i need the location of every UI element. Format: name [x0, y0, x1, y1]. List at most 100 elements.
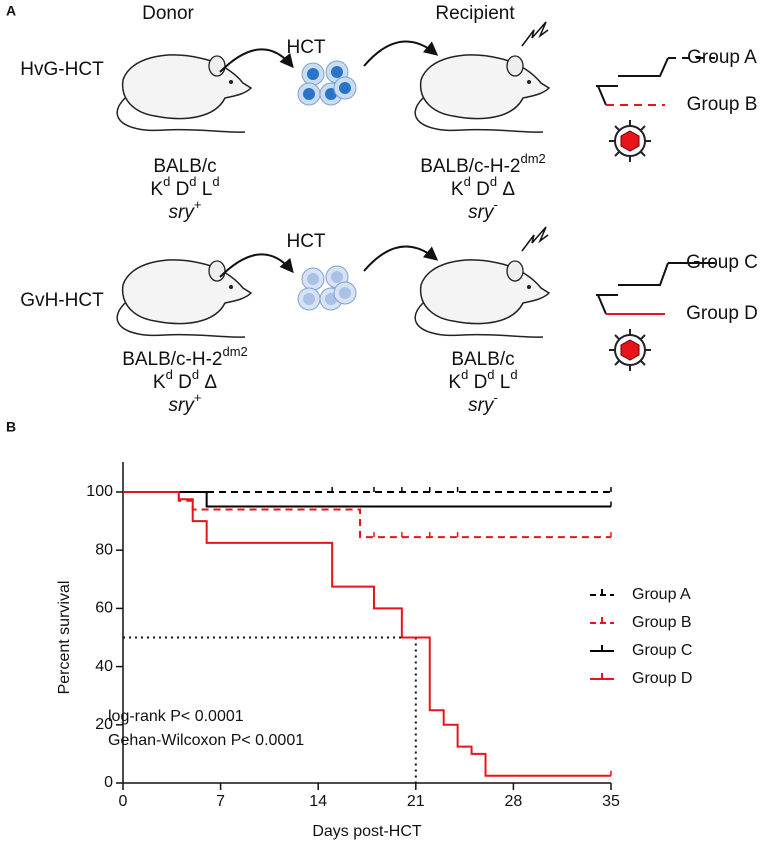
x-tick-label: 21 [407, 793, 425, 810]
panel-label: B [6, 419, 16, 435]
x-axis-label: Days post-HCT [312, 823, 422, 840]
y-tick-label: 0 [104, 774, 113, 791]
branch [596, 294, 618, 315]
cell-nucleus [339, 287, 351, 299]
x-tick-label: 0 [119, 793, 128, 810]
arrow [219, 253, 294, 278]
text-part: Δ [497, 179, 515, 200]
text-part: sry [169, 395, 196, 416]
hct-label: HCT [286, 231, 325, 252]
cell-nucleus [331, 66, 343, 78]
cell-nucleus [303, 88, 315, 100]
cell-nucleus [303, 293, 315, 305]
text-part: BALB/c-H-2 [420, 156, 520, 177]
text-part: L [197, 179, 213, 200]
text-part: d [461, 367, 468, 382]
text-part: L [495, 372, 511, 393]
panel-a: A Donor Recipient [6, 3, 515, 24]
legend-label: Group A [632, 586, 691, 603]
survival-curve [123, 491, 611, 508]
text-part: dm2 [223, 344, 248, 359]
text-part: - [493, 197, 497, 212]
legend-label: Group B [632, 614, 692, 631]
text-part: d [189, 174, 196, 189]
cell-nucleus [331, 271, 343, 283]
recipient-label: Recipient [435, 3, 515, 24]
donor-mouse [116, 54, 252, 133]
legend-label: Group C [632, 642, 692, 659]
recipient-mouse [414, 259, 550, 338]
virus-icon [608, 328, 652, 372]
hct-label: HCT [286, 37, 325, 58]
arrow [363, 245, 439, 272]
legend-label: Group D [632, 670, 692, 687]
donor-strain: BALB/c-H-2dm2 [122, 344, 248, 370]
text-part: BALB/c [153, 156, 216, 177]
text-part: BALB/c-H-2 [122, 349, 222, 370]
text-part: sry [468, 395, 495, 416]
y-tick-label: 20 [95, 716, 113, 733]
group-label: Group B [687, 94, 758, 115]
panel-label: A [6, 3, 16, 19]
x-tick-label: 28 [505, 793, 523, 810]
arrow [219, 48, 294, 73]
irradiation [521, 21, 549, 47]
text-part: D [471, 179, 490, 200]
annotation: Gehan-Wilcoxon P< 0.0001 [108, 732, 304, 749]
x-tick-label: 35 [602, 793, 620, 810]
chart: B 0 20 40 60 80 100 0 7 14 21 28 35 Days post-HCT Perc… [6, 419, 692, 841]
group-label: Group D [686, 303, 758, 324]
cell-nucleus [307, 68, 319, 80]
y-tick-label: 40 [95, 658, 113, 675]
text-part: D [468, 372, 487, 393]
text-part: K [153, 372, 166, 393]
donor-mhc: Kd Dd Ld [150, 174, 219, 200]
text-part: K [451, 179, 464, 200]
diagram-row [116, 226, 715, 372]
text-part: d [212, 174, 219, 189]
text-part: BALB/c [451, 349, 514, 370]
row-name: HvG-HCT [20, 59, 104, 80]
text-part: K [448, 372, 461, 393]
survival-curve [123, 491, 611, 539]
donor-mouse [116, 259, 252, 338]
branch [618, 262, 669, 286]
annotation: log-rank P< 0.0001 [108, 708, 244, 725]
donor-mhc: Kd Dd Δ [153, 367, 217, 393]
recipient-sry: sry- [468, 197, 498, 223]
branch [618, 57, 669, 77]
text-part: D [170, 179, 189, 200]
group-label: Group A [687, 47, 757, 68]
text-part: sry [169, 202, 196, 223]
text-part: sry [468, 202, 495, 223]
donor-sry: sry+ [169, 197, 202, 223]
survival-curve [123, 491, 611, 777]
text-part: Δ [199, 372, 217, 393]
text-part: d [166, 367, 173, 382]
donor-sry: sry+ [169, 390, 202, 416]
text-part: d [464, 174, 471, 189]
text-part: + [194, 197, 202, 212]
irradiation [521, 226, 549, 252]
y-axis-label: Percent survival [56, 581, 73, 695]
row-name: GvH-HCT [20, 290, 104, 311]
y-tick-label: 80 [95, 541, 113, 558]
text-part: + [194, 390, 202, 405]
y-tick-label: 60 [95, 600, 113, 617]
x-tick-label: 14 [309, 793, 327, 810]
recipient-mouse [414, 54, 550, 133]
donor-label: Donor [142, 3, 194, 24]
cell-nucleus [307, 273, 319, 285]
recipient-mhc: Kd Dd Δ [451, 174, 515, 200]
recipient-mhc: Kd Dd Ld [448, 367, 517, 393]
text-part: d [487, 367, 494, 382]
arrow [363, 40, 439, 67]
y-tick-label: 100 [86, 483, 113, 500]
x-tick-label: 7 [216, 793, 225, 810]
diagram-row [116, 21, 715, 163]
cell-nucleus [339, 82, 351, 94]
text-part: d [490, 174, 497, 189]
branch [596, 85, 618, 106]
donor-strain: BALB/c [153, 156, 216, 177]
